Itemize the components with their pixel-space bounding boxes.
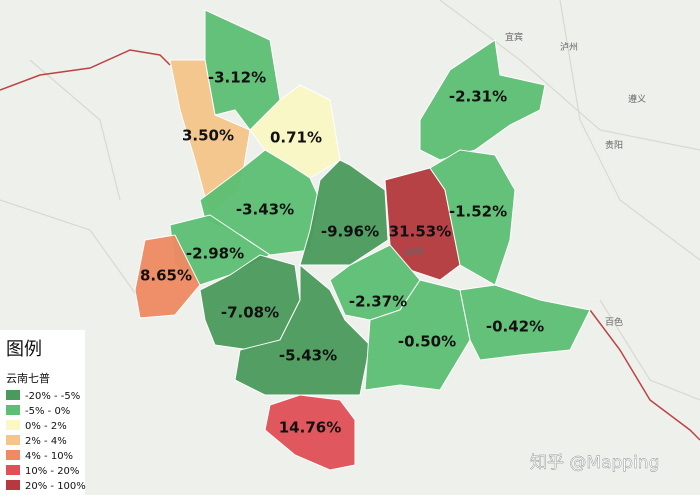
place-name: 百色 (605, 316, 623, 328)
legend-swatch (6, 465, 20, 475)
legend-label: 4% - 10% (25, 451, 73, 462)
region (419, 39, 546, 161)
region-label: -1.52% (449, 203, 507, 221)
legend-swatch (6, 420, 20, 430)
legend-label: 2% - 4% (25, 436, 67, 447)
region (429, 149, 516, 286)
labels: -3.12% 3.50% 0.71% -2.31% -3.43% -9.96% 31.53%… (140, 31, 646, 437)
place-name: 泸州 (560, 42, 578, 53)
region-label: -5.43% (279, 347, 337, 365)
region (234, 263, 371, 396)
roads (0, 0, 700, 401)
legend-label: 20% - 100% (25, 481, 86, 492)
place-name: 贵阳 (605, 139, 623, 151)
region (459, 284, 591, 361)
watermark: 知乎 @Mapping (530, 453, 659, 473)
border (0, 49, 171, 91)
regions (134, 9, 591, 471)
region-label: 3.50% (182, 127, 234, 145)
region-label: 8.65% (140, 267, 192, 285)
legend-label: 10% - 20% (25, 466, 79, 477)
legend-swatch (6, 480, 20, 490)
region-label: -0.42% (486, 318, 544, 336)
region-label: 31.53% (389, 223, 451, 241)
region-label: -0.50% (398, 333, 456, 351)
legend-label: -5% - 0% (25, 406, 70, 417)
region-label: -2.98% (186, 245, 244, 263)
region-label: -2.31% (449, 88, 507, 106)
legend-label: -20% - -5% (25, 391, 80, 402)
region (264, 394, 356, 471)
place-name: 遵义 (628, 93, 646, 105)
region-label: -3.12% (208, 69, 266, 87)
legend-swatch (6, 450, 20, 460)
region (299, 159, 389, 266)
border (589, 309, 700, 441)
legend-label: 0% - 2% (25, 421, 67, 432)
legend-title: 图例 (6, 339, 42, 360)
region-label: -9.96% (321, 223, 379, 241)
legend-swatch (6, 405, 20, 415)
region-label: 0.71% (270, 129, 322, 147)
region-label: -7.08% (221, 304, 279, 322)
region (134, 234, 201, 319)
place-name: 宜宾 (505, 31, 523, 43)
place-name: 昆明 (405, 247, 423, 258)
region-label: -2.37% (349, 293, 407, 311)
legend-subtitle: 云南七普 (6, 371, 50, 385)
legend-swatch (6, 435, 20, 445)
legend-items: -20% - -5% -5% - 0% 0% - 2% 2% - 4% 4% - 10%… (6, 390, 86, 492)
region-label: -3.43% (236, 201, 294, 219)
legend-swatch (6, 390, 20, 400)
region-label: 14.76% (279, 419, 341, 437)
